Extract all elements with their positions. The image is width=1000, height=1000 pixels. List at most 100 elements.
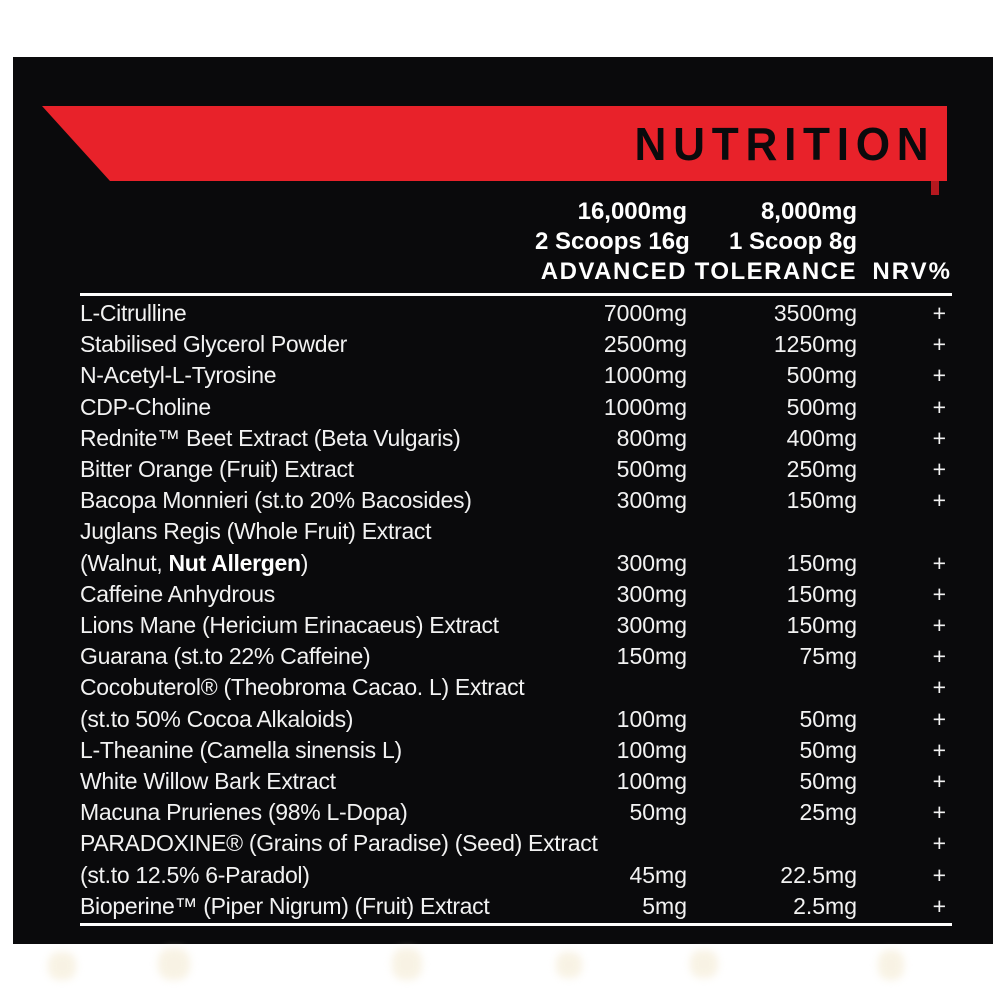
nrv-value: + bbox=[932, 300, 946, 326]
advanced-value bbox=[535, 672, 687, 703]
ingredient-name: Stabilised Glycerol Powder bbox=[80, 331, 348, 358]
advanced-value: 1000mg bbox=[603, 362, 687, 389]
tolerance-value bbox=[687, 828, 857, 859]
table-row: (st.to 12.5% 6-Paradol) 45mg 22.5mg + bbox=[80, 860, 952, 891]
nrv-value: + bbox=[932, 393, 946, 420]
nrv-value: + bbox=[932, 549, 946, 576]
tolerance-value: 150mg bbox=[786, 612, 857, 639]
print-artifact bbox=[556, 952, 582, 978]
nrv-value: + bbox=[932, 892, 946, 919]
tolerance-value: 75mg bbox=[799, 643, 857, 670]
nrv-value: + bbox=[932, 830, 946, 857]
ingredient-name: Cocobuterol® (Theobroma Cacao. L) Extrac… bbox=[80, 674, 525, 701]
table-row: Bacopa Monnieri (st.to 20% Bacosides) 30… bbox=[80, 485, 952, 516]
banner-tab-accent bbox=[931, 181, 939, 195]
advanced-value: 5mg bbox=[642, 892, 687, 919]
ingredient-name: (Walnut, Nut Allergen) bbox=[80, 549, 309, 576]
advanced-column-label: ADVANCED bbox=[540, 258, 687, 285]
nutrition-banner: NUTRITION bbox=[42, 106, 947, 181]
nrv-value: + bbox=[932, 643, 946, 670]
tolerance-value: 50mg bbox=[799, 736, 857, 763]
column-headers: 16,000mg 8,000mg 2 Scoops 16g 1 Scoop 8g… bbox=[80, 197, 952, 287]
tolerance-value: 25mg bbox=[799, 799, 857, 826]
table-row: (st.to 50% Cocoa Alkaloids) 100mg 50mg + bbox=[80, 704, 952, 735]
ingredients-table: L-Citrulline 7000mg 3500mg + Stabilised … bbox=[80, 293, 952, 927]
advanced-value: 300mg bbox=[616, 487, 687, 514]
table-row: Bioperine™ (Piper Nigrum) (Fruit) Extrac… bbox=[80, 891, 952, 922]
advanced-value: 500mg bbox=[616, 456, 687, 483]
table-row: Guarana (st.to 22% Caffeine) 150mg 75mg … bbox=[80, 641, 952, 672]
advanced-value: 100mg bbox=[616, 736, 687, 763]
ingredient-name: Bacopa Monnieri (st.to 20% Bacosides) bbox=[80, 487, 472, 514]
table-row: Caffeine Anhydrous 300mg 150mg + bbox=[80, 579, 952, 610]
nrv-value: + bbox=[932, 674, 946, 701]
ingredient-name: Guarana (st.to 22% Caffeine) bbox=[80, 643, 371, 670]
ingredient-name: (st.to 50% Cocoa Alkaloids) bbox=[80, 705, 354, 732]
ingredient-name: Juglans Regis (Whole Fruit) Extract bbox=[80, 518, 432, 545]
ingredient-name: White Willow Bark Extract bbox=[80, 768, 336, 795]
tolerance-value bbox=[687, 516, 857, 547]
tolerance-value: 1250mg bbox=[773, 331, 857, 358]
tolerance-value bbox=[687, 672, 857, 703]
ingredient-name: CDP-Choline bbox=[80, 393, 211, 420]
advanced-value bbox=[535, 828, 687, 859]
tolerance-value: 2.5mg bbox=[793, 892, 857, 919]
tolerance-column-label: TOLERANCE bbox=[694, 258, 857, 285]
advanced-value: 800mg bbox=[616, 424, 687, 451]
table-row: L-Citrulline 7000mg 3500mg + bbox=[80, 298, 952, 329]
tolerance-value: 150mg bbox=[786, 580, 857, 607]
nrv-value: + bbox=[932, 861, 946, 888]
spacer bbox=[857, 227, 952, 257]
table-row: Cocobuterol® (Theobroma Cacao. L) Extrac… bbox=[80, 672, 952, 703]
advanced-value: 7000mg bbox=[603, 300, 687, 326]
ingredient-name: Rednite™ Beet Extract (Beta Vulgaris) bbox=[80, 424, 461, 451]
tolerance-value: 500mg bbox=[786, 362, 857, 389]
advanced-value: 300mg bbox=[616, 580, 687, 607]
nrv-column-label: NRV% bbox=[872, 258, 952, 285]
ingredient-name: L-Theanine (Camella sinensis L) bbox=[80, 736, 402, 763]
print-artifact bbox=[48, 952, 76, 980]
table-row: Juglans Regis (Whole Fruit) Extract bbox=[80, 516, 952, 547]
spacer bbox=[80, 227, 535, 257]
tolerance-serving: 1 Scoop 8g bbox=[728, 228, 857, 255]
nrv-value: + bbox=[932, 768, 946, 795]
nrv-value bbox=[857, 516, 952, 547]
ingredient-name: PARADOXINE® (Grains of Paradise) (Seed) … bbox=[80, 830, 598, 857]
tolerance-value: 50mg bbox=[799, 768, 857, 795]
nrv-value: + bbox=[932, 424, 946, 451]
print-artifact bbox=[690, 950, 718, 978]
tolerance-value: 250mg bbox=[786, 456, 857, 483]
nrv-value: + bbox=[932, 580, 946, 607]
tolerance-value: 22.5mg bbox=[780, 861, 857, 888]
advanced-value: 1000mg bbox=[603, 393, 687, 420]
nrv-value: + bbox=[932, 487, 946, 514]
tolerance-value: 3500mg bbox=[773, 300, 857, 326]
advanced-value: 100mg bbox=[616, 768, 687, 795]
table-row: Rednite™ Beet Extract (Beta Vulgaris) 80… bbox=[80, 423, 952, 454]
table-row: CDP-Choline 1000mg 500mg + bbox=[80, 392, 952, 423]
advanced-value bbox=[535, 516, 687, 547]
ingredient-name: Lions Mane (Hericium Erinacaeus) Extract bbox=[80, 612, 499, 639]
ingredient-name: Macuna Prurienes (98% L-Dopa) bbox=[80, 799, 408, 826]
ingredient-name: Caffeine Anhydrous bbox=[80, 580, 275, 607]
table-row: L-Theanine (Camella sinensis L) 100mg 50… bbox=[80, 735, 952, 766]
advanced-value: 45mg bbox=[629, 861, 687, 888]
ingredient-name: (st.to 12.5% 6-Paradol) bbox=[80, 861, 310, 888]
nrv-value: + bbox=[932, 331, 946, 358]
spacer bbox=[80, 197, 535, 227]
ingredient-name: Bioperine™ (Piper Nigrum) (Fruit) Extrac… bbox=[80, 892, 490, 919]
nutrition-panel: NUTRITION 16,000mg 8,000mg 2 Scoops 16g … bbox=[13, 57, 993, 944]
nrv-value: + bbox=[932, 456, 946, 483]
table-row: PARADOXINE® (Grains of Paradise) (Seed) … bbox=[80, 828, 952, 859]
advanced-amount: 16,000mg bbox=[577, 198, 687, 225]
ingredient-name: N-Acetyl-L-Tyrosine bbox=[80, 362, 277, 389]
tolerance-value: 50mg bbox=[799, 705, 857, 732]
tolerance-amount: 8,000mg bbox=[760, 198, 857, 225]
table-row: Stabilised Glycerol Powder 2500mg 1250mg… bbox=[80, 329, 952, 360]
advanced-value: 150mg bbox=[616, 643, 687, 670]
print-artifact bbox=[392, 948, 422, 980]
banner-title: NUTRITION bbox=[634, 117, 935, 170]
table-row: N-Acetyl-L-Tyrosine 1000mg 500mg + bbox=[80, 360, 952, 391]
advanced-value: 2500mg bbox=[603, 331, 687, 358]
